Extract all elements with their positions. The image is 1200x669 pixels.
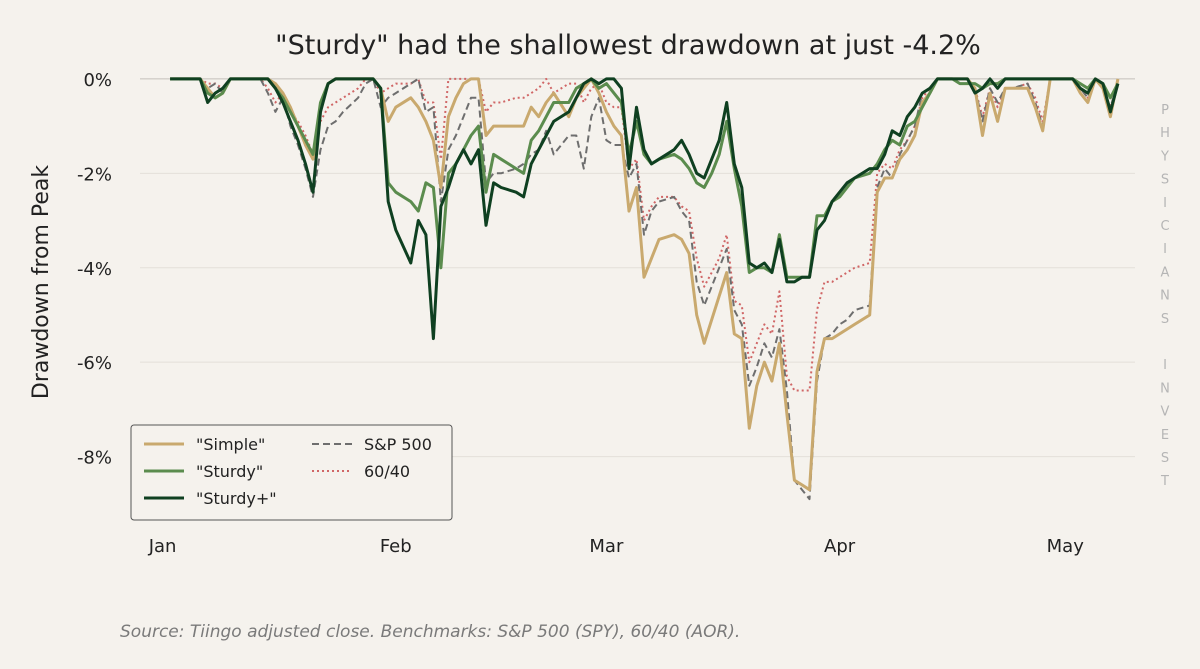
watermark-letter: I <box>1163 242 1167 257</box>
y-tick-labels: 0% -2% -4% -6% -8% <box>77 70 112 469</box>
legend: "Simple" "Sturdy" "Sturdy+" S&P 500 60/40 <box>130 424 453 521</box>
y-tick-label: -6% <box>77 353 112 374</box>
x-tick-label: Jan <box>148 536 177 557</box>
y-tick-label: -2% <box>77 164 112 185</box>
legend-box <box>130 424 453 521</box>
x-tick-label: Mar <box>589 536 624 557</box>
watermark-letter: C <box>1160 219 1169 234</box>
watermark-letter: N <box>1160 381 1170 396</box>
series-lines <box>170 77 1120 501</box>
watermark-letter: S <box>1161 312 1169 327</box>
watermark-letter: I <box>1163 196 1167 211</box>
x-tick-label: Apr <box>824 536 856 557</box>
y-axis-label: Drawdown from Peak <box>29 165 54 400</box>
watermark-letter: E <box>1161 428 1169 443</box>
x-tick-labels: Jan Feb Mar Apr May <box>148 536 1085 557</box>
legend-label: S&P 500 <box>364 435 432 454</box>
x-tick-label: Feb <box>380 536 412 557</box>
series-line <box>170 77 1120 341</box>
watermark-letter: A <box>1161 265 1170 280</box>
watermark-letter: T <box>1160 474 1169 489</box>
chart-title: "Sturdy" had the shallowest drawdown at … <box>275 30 981 61</box>
watermark-letter: P <box>1161 103 1169 118</box>
watermark-letter: S <box>1161 451 1169 466</box>
watermark-letter: H <box>1160 126 1170 141</box>
legend-label: "Sturdy" <box>196 462 263 481</box>
x-tick-label: May <box>1047 536 1085 557</box>
y-tick-label: 0% <box>83 70 112 91</box>
watermark-letter: I <box>1163 358 1167 373</box>
watermark-letter: V <box>1161 405 1170 420</box>
y-tick-label: -4% <box>77 259 112 280</box>
legend-label: "Simple" <box>196 435 265 454</box>
watermark-letter: N <box>1160 289 1170 304</box>
source-note: Source: Tiingo adjusted close. Benchmark… <box>120 622 740 642</box>
legend-label: 60/40 <box>364 462 410 481</box>
watermark-letter: Y <box>1160 149 1169 164</box>
y-tick-label: -8% <box>77 448 112 469</box>
legend-label: "Sturdy+" <box>196 489 277 508</box>
watermark-letter: S <box>1161 173 1169 188</box>
